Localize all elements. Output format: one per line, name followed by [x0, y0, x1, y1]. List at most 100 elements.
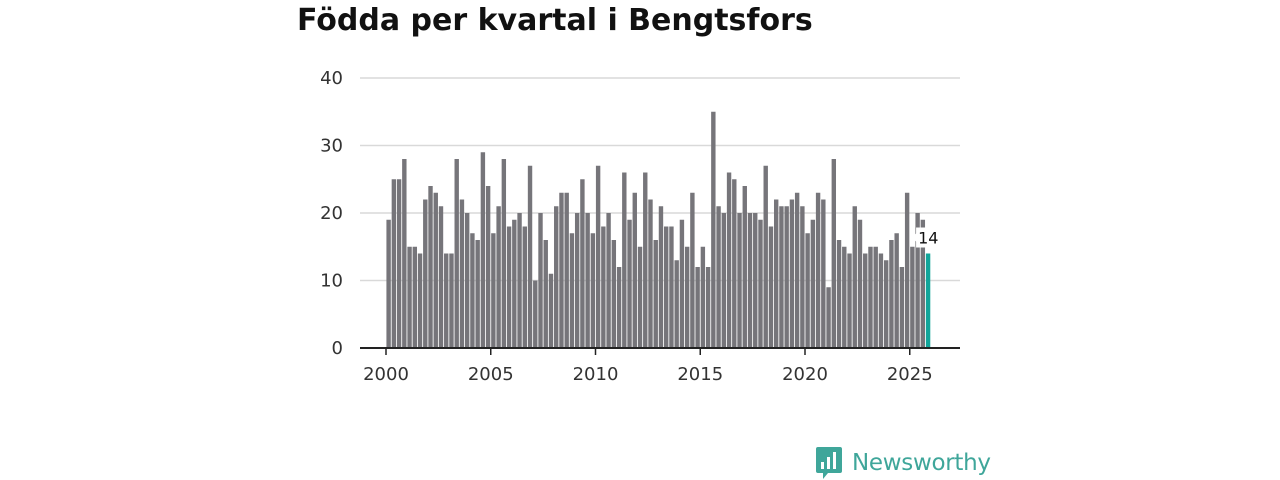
bar — [491, 233, 496, 348]
bar — [664, 226, 669, 348]
bar — [554, 206, 559, 348]
bar — [679, 219, 685, 348]
bar — [800, 206, 805, 348]
bar — [695, 267, 700, 348]
bar — [585, 213, 590, 348]
bar — [779, 206, 784, 348]
bar — [863, 253, 868, 348]
bar — [889, 240, 894, 348]
bar — [721, 213, 727, 348]
bar — [423, 199, 428, 348]
bar — [831, 159, 837, 348]
bar — [475, 240, 480, 348]
bar — [444, 253, 449, 348]
y-tick-label: 10 — [320, 271, 343, 292]
bar — [533, 280, 538, 348]
bar — [915, 213, 920, 348]
bar — [564, 192, 569, 348]
bar — [842, 246, 847, 348]
bar — [847, 253, 852, 348]
bar — [737, 213, 742, 348]
bar — [590, 233, 596, 348]
bar — [470, 233, 475, 348]
bar — [821, 199, 826, 348]
brand-name: Newsworthy — [852, 450, 991, 476]
newsworthy-brand[interactable]: Newsworthy — [815, 446, 991, 480]
annotation: 14 — [912, 227, 941, 248]
bar — [705, 267, 711, 348]
bar — [459, 199, 465, 348]
bar — [386, 219, 391, 348]
bar — [433, 192, 438, 348]
bar — [700, 246, 706, 348]
bar — [789, 199, 795, 348]
bar — [794, 192, 800, 348]
bar — [711, 111, 716, 348]
bar — [632, 192, 637, 348]
bar — [852, 206, 857, 348]
bar — [669, 226, 674, 348]
y-tick-label: 30 — [320, 136, 343, 157]
bar — [732, 179, 737, 348]
bar — [653, 240, 658, 348]
bar — [753, 213, 758, 348]
x-tick-label: 2020 — [782, 364, 828, 385]
bar — [747, 213, 753, 348]
bars — [386, 111, 931, 348]
bar — [627, 219, 632, 348]
bar — [658, 206, 664, 348]
bar — [883, 260, 889, 348]
x-tick-label: 2025 — [887, 364, 933, 385]
bar — [501, 159, 507, 348]
bar — [622, 172, 627, 348]
bar — [606, 213, 611, 348]
bar — [454, 159, 459, 348]
bar — [506, 226, 512, 348]
bar — [826, 287, 831, 348]
bar — [396, 179, 402, 348]
y-tick-label: 20 — [320, 203, 343, 224]
bar — [417, 253, 423, 348]
bar-chart: 0 10 20 30 40 2000 2005 2010 2015 2020 2025 14 — [320, 68, 960, 385]
bar — [773, 199, 779, 348]
bar — [485, 186, 491, 348]
bar — [878, 253, 884, 348]
bar — [559, 192, 564, 348]
y-axis-labels: 0 10 20 30 40 — [320, 68, 343, 359]
bar — [538, 213, 543, 348]
bar — [690, 192, 695, 348]
bar — [894, 233, 899, 348]
x-tick-label: 2010 — [573, 364, 619, 385]
bar — [428, 186, 433, 348]
bar — [512, 219, 517, 348]
bar — [836, 240, 842, 348]
bar — [522, 226, 527, 348]
bar — [601, 226, 606, 348]
chart-title: Födda per kvartal i Bengtsfors — [297, 3, 813, 38]
bar — [763, 165, 768, 348]
bar — [595, 165, 601, 348]
bar — [496, 206, 501, 348]
x-tick-label: 2005 — [468, 364, 514, 385]
bar — [857, 219, 863, 348]
bar — [742, 186, 747, 348]
bar — [784, 206, 789, 348]
bar — [899, 267, 905, 348]
bar — [684, 246, 690, 348]
bar — [904, 192, 910, 348]
bar — [527, 165, 533, 348]
x-tick-label: 2000 — [363, 364, 409, 385]
bar — [580, 179, 585, 348]
bar — [391, 179, 397, 348]
bar — [716, 206, 721, 348]
bar-highlight — [925, 253, 931, 348]
bar — [637, 246, 643, 348]
bar — [616, 267, 622, 348]
bar — [810, 219, 816, 348]
data-label-pointer — [912, 232, 918, 243]
x-axis: 2000 2005 2010 2015 2020 2025 — [360, 347, 960, 385]
bar — [480, 152, 486, 348]
bar — [464, 213, 470, 348]
bar — [910, 246, 915, 348]
data-label-bg — [916, 227, 941, 248]
